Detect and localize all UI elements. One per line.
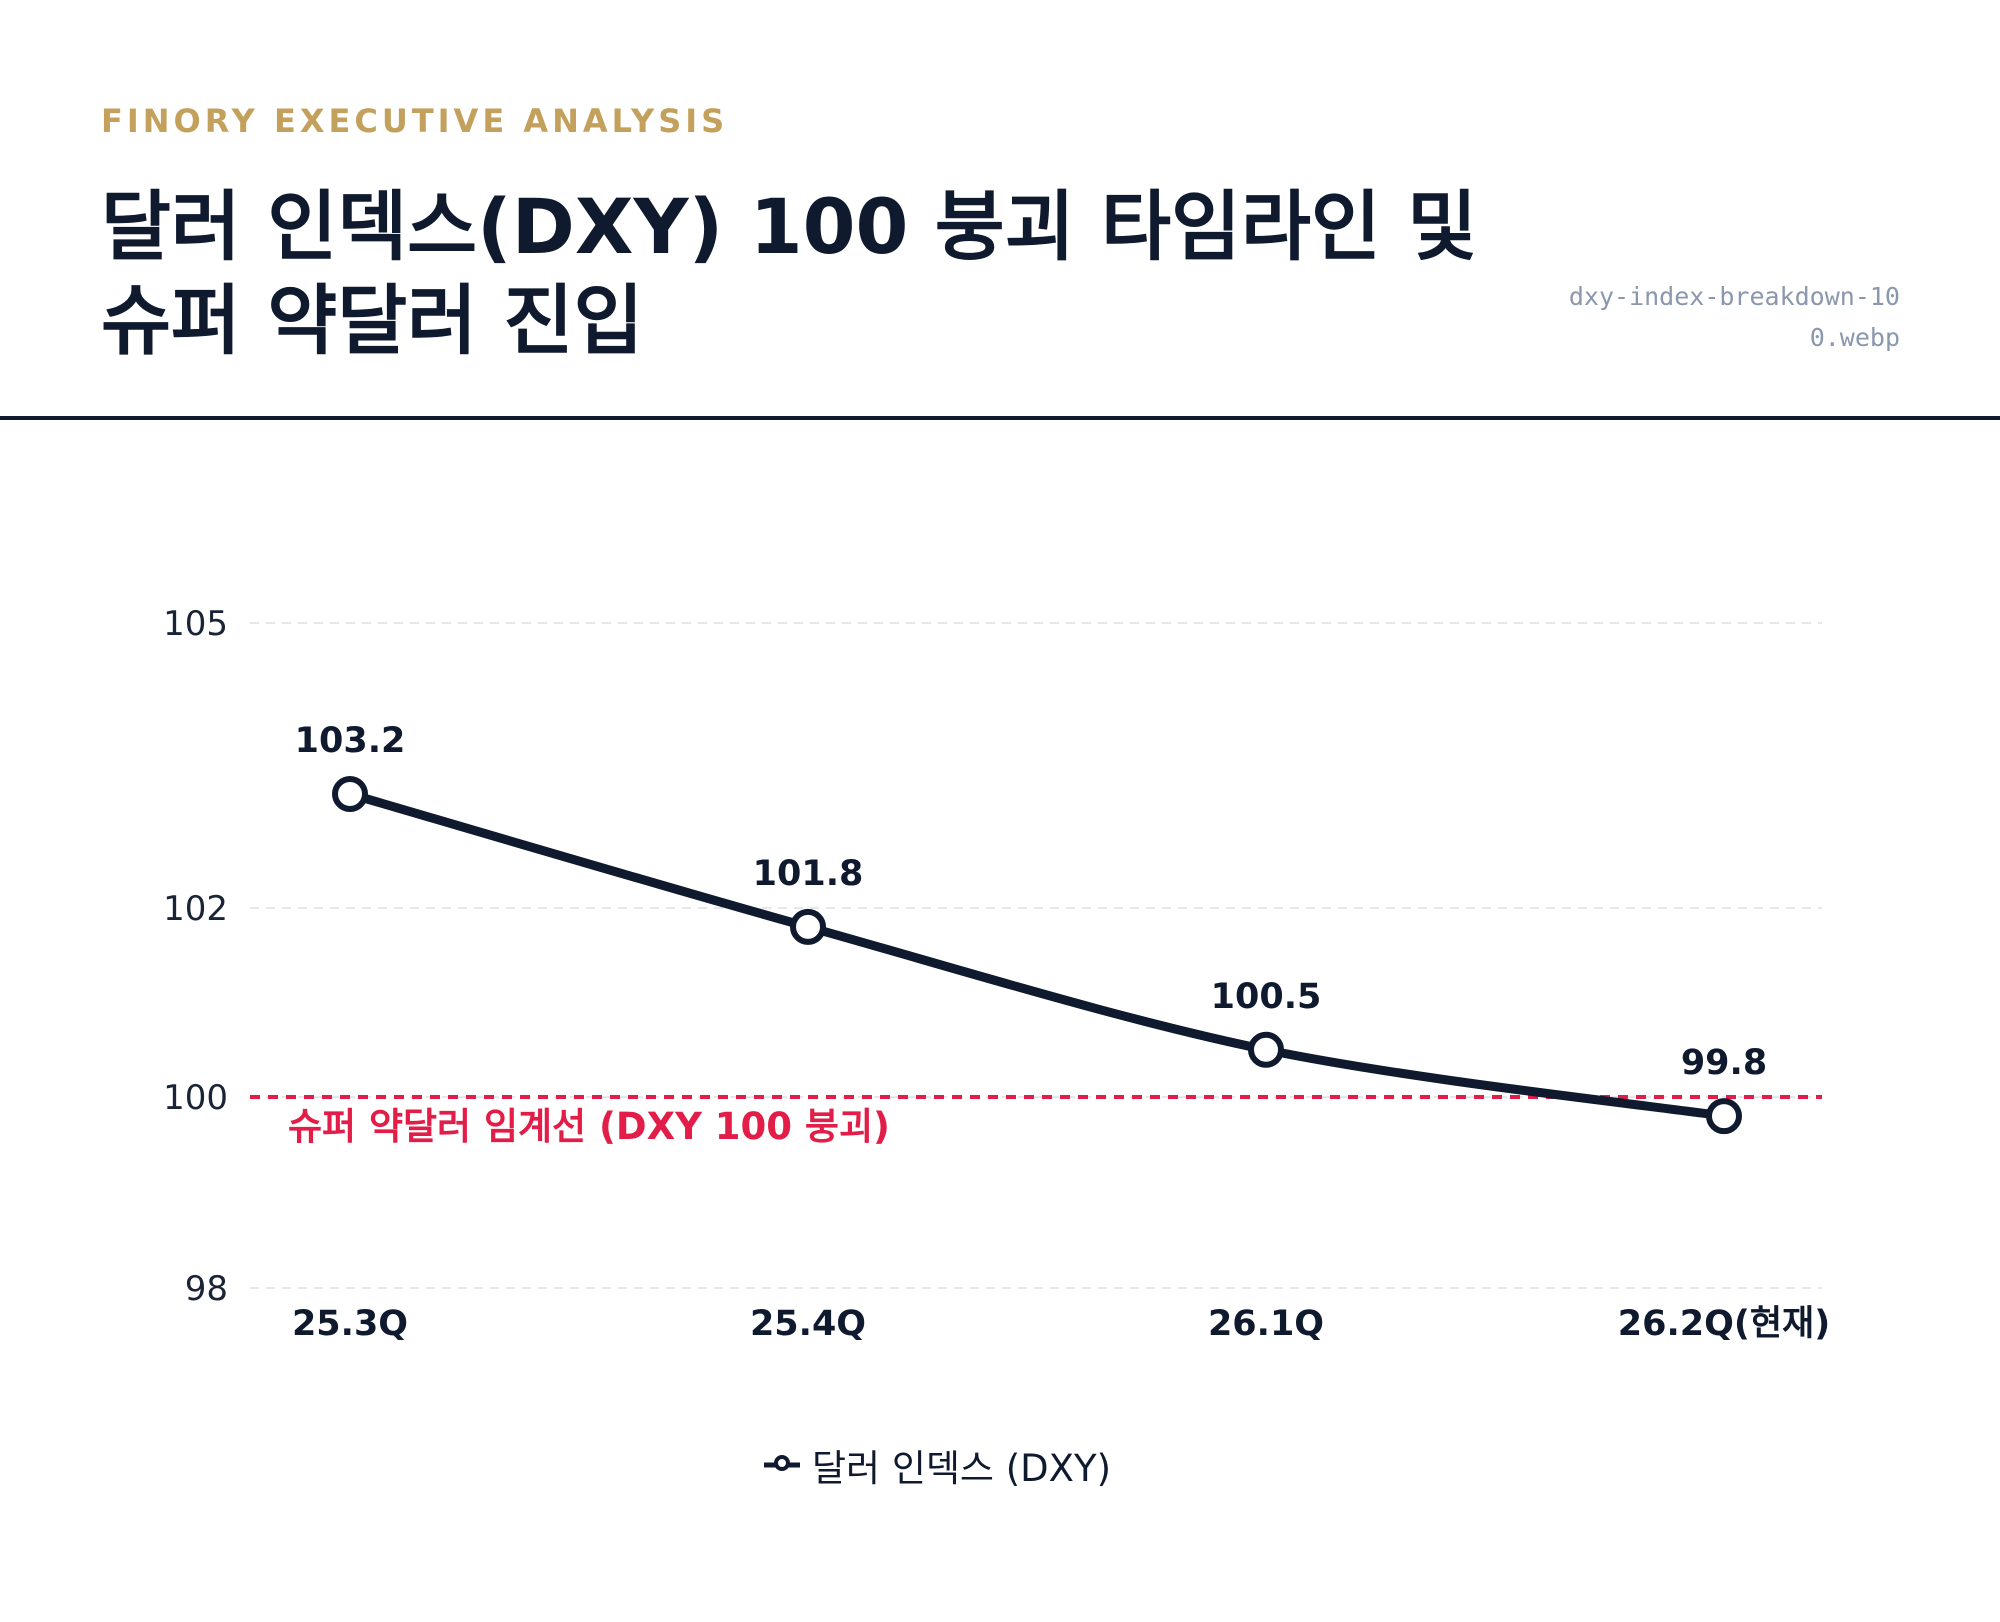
y-tick-label: 100 bbox=[163, 1078, 228, 1118]
header-divider bbox=[0, 416, 2000, 420]
grid-layer: 98 100 102 105 bbox=[163, 604, 1822, 1309]
x-tick-label: 26.2Q(현재) bbox=[1618, 1304, 1831, 1344]
data-point bbox=[332, 776, 368, 812]
x-tick-label: 26.1Q bbox=[1208, 1304, 1324, 1344]
report-kicker: FINORY EXECUTIVE ANALYSIS bbox=[101, 102, 729, 140]
chart-title-line-1: 달러 인덱스(DXY) 100 붕괴 타임라인 및 bbox=[101, 182, 1478, 271]
file-name-label: dxy-index-breakdown-100.webp bbox=[1568, 282, 1900, 352]
data-point bbox=[1706, 1098, 1742, 1135]
data-point bbox=[790, 908, 826, 945]
data-label: 101.8 bbox=[753, 854, 864, 894]
chart-title-line-2: 슈퍼 약달러 진입 bbox=[101, 276, 644, 365]
x-axis: 25.3Q 25.4Q 26.1Q 26.2Q(현재) bbox=[292, 1304, 1830, 1344]
data-label: 100.5 bbox=[1211, 977, 1322, 1017]
series-line bbox=[345, 789, 1729, 1121]
data-label: 99.8 bbox=[1681, 1043, 1767, 1083]
chart-title: 달러 인덱스(DXY) 100 붕괴 타임라인 및 슈퍼 약달러 진입 bbox=[101, 180, 1501, 368]
threshold-label: 슈퍼 약달러 임계선 (DXY 100 붕괴) bbox=[288, 1105, 890, 1148]
reference-layer: 슈퍼 약달러 임계선 (DXY 100 붕괴) bbox=[250, 1095, 1822, 1148]
legend-label: 달러 인덱스 (DXY) bbox=[812, 1447, 1112, 1490]
y-tick-label: 98 bbox=[185, 1269, 228, 1309]
y-tick-label: 105 bbox=[163, 604, 228, 644]
legend: 달러 인덱스 (DXY) bbox=[762, 1438, 1111, 1492]
x-tick-label: 25.3Q bbox=[292, 1304, 408, 1344]
data-label: 103.2 bbox=[295, 721, 406, 761]
x-tick-label: 25.4Q bbox=[750, 1304, 866, 1344]
series-layer: 103.2 101.8 100.5 99.8 bbox=[295, 721, 1767, 1135]
data-point bbox=[1248, 1031, 1284, 1068]
y-tick-label: 102 bbox=[163, 889, 228, 929]
legend-line-marker-icon bbox=[764, 1455, 800, 1471]
